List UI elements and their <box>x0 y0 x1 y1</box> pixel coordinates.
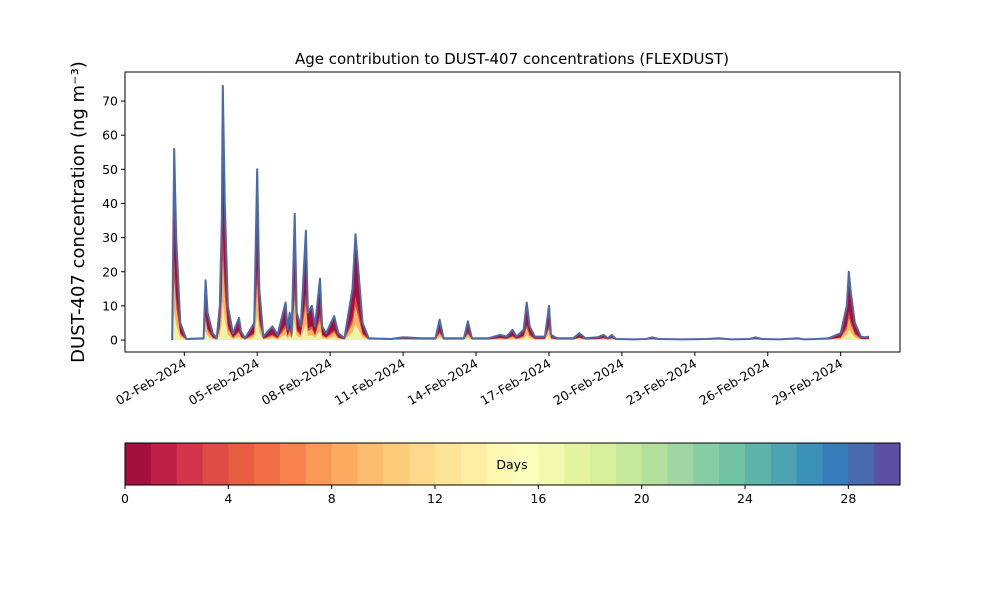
x-tick-label: 29-Feb-2024 <box>769 356 845 408</box>
colorbar-segment <box>486 443 513 485</box>
y-tick-label: 70 <box>102 94 118 109</box>
x-tick-label: 08-Feb-2024 <box>259 356 335 408</box>
days-colorbar <box>125 443 901 485</box>
x-tick-label: 17-Feb-2024 <box>478 356 554 408</box>
y-tick-label: 30 <box>102 230 118 245</box>
colorbar-tick-label: 24 <box>737 491 753 506</box>
colorbar-segment <box>512 443 539 485</box>
colorbar-segment <box>719 443 746 485</box>
colorbar-segment <box>667 443 694 485</box>
colorbar-segment <box>745 443 772 485</box>
colorbar-tick-label: 16 <box>530 491 546 506</box>
x-tick-label: 23-Feb-2024 <box>624 356 700 408</box>
colorbar-segment <box>564 443 591 485</box>
x-tick-label: 26-Feb-2024 <box>696 356 772 408</box>
colorbar-segment <box>409 443 436 485</box>
colorbar-segment <box>874 443 901 485</box>
colorbar-segment <box>305 443 333 485</box>
area-2-6-days <box>172 233 870 340</box>
colorbar-tick-label: 20 <box>634 491 650 506</box>
colorbar-tick-label: 8 <box>328 491 336 506</box>
colorbar-segment <box>383 443 410 485</box>
colorbar-label: Days <box>496 457 527 472</box>
colorbar-segment <box>331 443 358 485</box>
colorbar-frame <box>124 442 901 486</box>
x-tick-label: 02-Feb-2024 <box>113 356 189 408</box>
colorbar-segment <box>822 443 849 485</box>
colorbar-segment <box>615 443 643 485</box>
y-tick-label: 20 <box>102 264 118 279</box>
chart-title: Age contribution to DUST-407 concentrati… <box>295 50 729 68</box>
y-axis-label: DUST-407 concentration (ng m⁻³) <box>68 61 89 363</box>
colorbar-segment <box>460 443 488 485</box>
x-axis-ticks: 02-Feb-202405-Feb-202408-Feb-202411-Feb-… <box>113 352 845 408</box>
colorbar-ticks: 0 4 8 12 16 20 24 28 <box>121 485 856 506</box>
x-tick-label: 05-Feb-2024 <box>186 356 262 408</box>
colorbar-segment <box>848 443 875 485</box>
colorbar-segment <box>125 443 152 485</box>
colorbar-segment <box>150 443 178 485</box>
y-axis-ticks: 0 10 20 30 40 50 60 70 <box>102 94 125 348</box>
total-concentration-line <box>171 84 870 341</box>
stacked-areas <box>172 85 870 340</box>
colorbar-tick-label: 0 <box>121 491 129 506</box>
y-tick-label: 40 <box>102 196 118 211</box>
area-0-2-days <box>172 85 870 340</box>
colorbar-segment <box>357 443 384 485</box>
x-tick-label: 20-Feb-2024 <box>551 356 627 408</box>
colorbar-segment <box>693 443 720 485</box>
colorbar-segment <box>228 443 255 485</box>
colorbar-segment <box>435 443 462 485</box>
y-tick-label: 10 <box>102 298 118 313</box>
colorbar-tick-label: 4 <box>224 491 232 506</box>
colorbar-segment <box>796 443 823 485</box>
colorbar-segment <box>641 443 668 485</box>
colorbar-segment <box>770 443 798 485</box>
colorbar-tick-label: 28 <box>840 491 856 506</box>
colorbar-segment <box>254 443 281 485</box>
colorbar-segment <box>176 443 203 485</box>
colorbar-segment <box>538 443 565 485</box>
colorbar-segment <box>280 443 307 485</box>
area-6-12-days <box>172 258 870 340</box>
y-tick-label: 50 <box>102 162 118 177</box>
x-tick-label: 11-Feb-2024 <box>332 356 408 408</box>
y-tick-label: 0 <box>110 333 118 348</box>
colorbar-tick-label: 12 <box>427 491 443 506</box>
x-tick-label: 14-Feb-2024 <box>405 356 481 408</box>
colorbar-segment <box>202 443 229 485</box>
plot-frame <box>124 71 901 353</box>
total-line-group <box>171 84 870 341</box>
y-tick-label: 60 <box>102 128 118 143</box>
colorbar-segment <box>590 443 617 485</box>
